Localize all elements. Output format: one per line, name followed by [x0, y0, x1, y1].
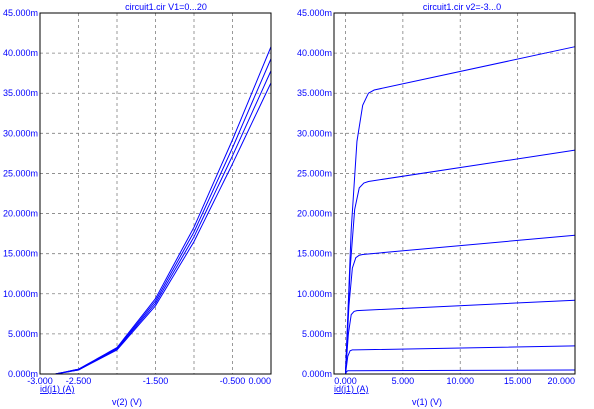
left-plot-y-tick-label: 15.000m [3, 249, 38, 259]
left-plot-frame [39, 12, 272, 375]
right-plot-curves [344, 46, 576, 375]
left-plot-series-1 [55, 82, 272, 375]
left-plot-y-tick-label: 20.000m [3, 209, 38, 219]
right-plot-x-tick-label: 15.000 [504, 376, 532, 386]
left-plot-y-tick-label: 10.000m [3, 289, 38, 299]
right-plot-y-tick-label: 15.000m [297, 249, 332, 259]
left-plot-x-tick-labels: -3.000 -2.500 -1.500 -0.500 0.000 [27, 376, 271, 386]
right-plot-grid [334, 13, 575, 374]
right-plot-y-tick-label: 30.000m [297, 128, 332, 138]
right-plot-series-1 [344, 46, 576, 375]
left-plot-x-tick-label: 0.000 [248, 376, 271, 386]
right-plot-y-tick-labels: 0.000m 5.000m 10.000m 15.000m 20.000m 25.000m… [297, 8, 332, 379]
left-plot-x-tick-label: -1.500 [143, 376, 169, 386]
left-plot-series-2 [55, 70, 272, 375]
left-plot-title: circuit1.cir V1=0...20 [125, 2, 207, 12]
right-plot-y-tick-label: 45.000m [297, 8, 332, 18]
left-plot: circuit1.cir V1=0...20 0.000m 5.000m 10.00… [3, 2, 272, 407]
right-plot-x-tick-label: 5.000 [392, 376, 415, 386]
left-plot-y-tick-label: 30.000m [3, 128, 38, 138]
right-plot-frame [333, 12, 576, 375]
left-plot-x-axis-label: v(2) (V) [112, 397, 142, 407]
left-plot-y-tick-labels: 0.000m 5.000m 10.000m 15.000m 20.000m 25.000m… [3, 8, 38, 379]
right-plot-y-tick-label: 5.000m [302, 329, 332, 339]
left-plot-y-tick-label: 0.000m [8, 369, 38, 379]
right-plot-series-4 [344, 299, 576, 375]
right-plot-y-axis-label: id(j1) (A) [334, 384, 369, 394]
right-plot-series-5 [344, 345, 576, 375]
left-plot-x-tick-label: -2.500 [66, 376, 92, 386]
right-plot-y-tick-label: 40.000m [297, 48, 332, 58]
left-plot-y-axis-label: id(j1) (A) [40, 384, 75, 394]
right-plot-series-6 [345, 369, 576, 375]
left-plot-series-3 [55, 58, 272, 375]
left-plot-curves [55, 46, 272, 375]
right-plot-x-tick-label: 20.000 [547, 376, 575, 386]
right-plot-x-tick-labels: 0.000 5.000 10.000 15.000 20.000 [334, 376, 575, 386]
left-plot-y-tick-label: 5.000m [8, 329, 38, 339]
left-plot-x-tick-label: -3.000 [27, 376, 53, 386]
left-plot-y-tick-label: 25.000m [3, 168, 38, 178]
right-plot-y-tick-label: 20.000m [297, 209, 332, 219]
right-plot-y-tick-label: 25.000m [297, 168, 332, 178]
right-plot-series-3 [344, 234, 576, 375]
left-plot-series-4 [55, 46, 272, 375]
right-plot-title: circuit1.cir v2=-3...0 [423, 2, 501, 12]
right-plot-x-tick-label: 10.000 [446, 376, 474, 386]
left-plot-y-tick-label: 35.000m [3, 88, 38, 98]
left-plot-x-tick-label: -0.500 [220, 376, 246, 386]
right-plot: circuit1.cir v2=-3...0 0.000m 5.000m 10.00… [297, 2, 576, 407]
right-plot-x-axis-label: v(1) (V) [412, 397, 442, 407]
right-plot-series-2 [344, 149, 576, 375]
right-plot-x-tick-label: 0.000 [334, 376, 357, 386]
right-plot-y-tick-label: 35.000m [297, 88, 332, 98]
right-plot-y-tick-label: 10.000m [297, 289, 332, 299]
left-plot-y-tick-label: 45.000m [3, 8, 38, 18]
right-plot-y-tick-label: 0.000m [302, 369, 332, 379]
left-plot-y-tick-label: 40.000m [3, 48, 38, 58]
left-plot-grid [40, 13, 271, 374]
